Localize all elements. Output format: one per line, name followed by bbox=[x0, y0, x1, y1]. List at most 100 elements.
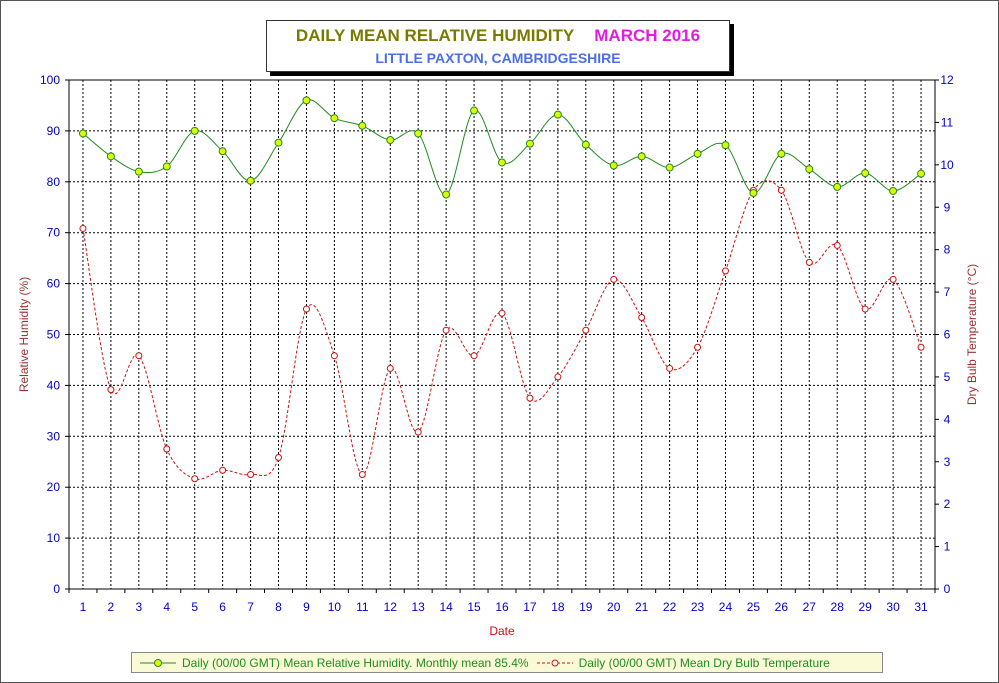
right-tick-label: 2 bbox=[944, 497, 951, 511]
temperature-point bbox=[302, 305, 310, 313]
humidity-point bbox=[693, 149, 702, 158]
x-tick-label: 8 bbox=[275, 600, 282, 614]
x-tick-label: 19 bbox=[579, 600, 593, 614]
x-tick-label: 28 bbox=[831, 600, 845, 614]
x-tick-label: 4 bbox=[163, 600, 170, 614]
humidity-point bbox=[106, 152, 115, 161]
temperature-point bbox=[498, 309, 506, 317]
temperature-point bbox=[247, 470, 255, 478]
humidity-point bbox=[218, 147, 227, 156]
temperature-point bbox=[163, 445, 171, 453]
left-tick-label: 30 bbox=[47, 429, 61, 443]
temperature-point bbox=[777, 186, 785, 194]
temperature-point bbox=[861, 305, 869, 313]
temperature-point bbox=[582, 326, 590, 334]
humidity-point bbox=[833, 182, 842, 191]
humidity-point bbox=[498, 158, 506, 167]
humidity-point bbox=[246, 176, 255, 185]
chart-title: DAILY MEAN RELATIVE HUMIDITY MARCH 2016 bbox=[267, 26, 729, 46]
temperature-point bbox=[135, 352, 143, 360]
temperature-point bbox=[358, 470, 366, 478]
left-tick-label: 90 bbox=[47, 124, 61, 138]
left-tick-label: 0 bbox=[53, 582, 60, 596]
temperature-point bbox=[219, 466, 227, 474]
x-tick-label: 11 bbox=[356, 600, 369, 614]
x-tick-label: 31 bbox=[914, 600, 928, 614]
x-tick-label: 9 bbox=[303, 600, 310, 614]
x-tick-label: 21 bbox=[635, 600, 649, 614]
left-tick-label: 10 bbox=[47, 531, 61, 545]
x-tick-label: 26 bbox=[775, 600, 789, 614]
temperature-point bbox=[470, 352, 478, 360]
x-tick-label: 13 bbox=[412, 600, 426, 614]
right-tick-label: 12 bbox=[940, 73, 954, 87]
right-tick-label: 0 bbox=[944, 582, 951, 596]
left-tick-label: 40 bbox=[47, 378, 61, 392]
x-tick-label: 22 bbox=[663, 600, 677, 614]
humidity-point bbox=[274, 138, 283, 147]
temperature-point bbox=[526, 394, 534, 402]
temperature-point bbox=[694, 343, 702, 351]
right-tick-label: 11 bbox=[941, 115, 954, 129]
humidity-point bbox=[525, 139, 534, 148]
right-tick-label: 7 bbox=[944, 285, 951, 299]
temperature-point bbox=[610, 275, 618, 283]
x-tick-label: 10 bbox=[328, 600, 342, 614]
legend-humidity-symbol bbox=[138, 657, 178, 669]
temperature-point bbox=[638, 314, 646, 322]
temperature-point bbox=[666, 364, 674, 372]
humidity-point bbox=[749, 188, 758, 197]
right-tick-label: 8 bbox=[944, 243, 951, 257]
right-tick-label: 9 bbox=[944, 200, 951, 214]
humidity-point bbox=[414, 129, 423, 138]
humidity-point bbox=[553, 110, 562, 119]
humidity-point bbox=[637, 152, 646, 161]
x-tick-label: 23 bbox=[691, 600, 705, 614]
humidity-point bbox=[721, 141, 730, 150]
temperature-point bbox=[275, 454, 283, 462]
x-tick-label: 5 bbox=[191, 600, 198, 614]
chart-subtitle: LITTLE PAXTON, CAMBRIDGESHIRE bbox=[375, 50, 621, 66]
right-tick-label: 10 bbox=[940, 158, 954, 172]
humidity-point bbox=[581, 140, 590, 149]
x-tick-label: 16 bbox=[495, 600, 509, 614]
x-tick-label: 27 bbox=[803, 600, 817, 614]
y-axis-title-left: Relative Humidity (%) bbox=[17, 277, 31, 392]
title-month: MARCH 2016 bbox=[594, 26, 701, 45]
x-tick-label: 25 bbox=[747, 600, 761, 614]
humidity-point bbox=[302, 96, 311, 105]
temperature-point bbox=[889, 275, 897, 283]
right-tick-label: 6 bbox=[944, 328, 951, 342]
left-tick-label: 70 bbox=[47, 226, 61, 240]
x-axis-title: Date bbox=[489, 624, 515, 638]
left-tick-label: 50 bbox=[47, 328, 61, 342]
x-tick-label: 20 bbox=[607, 600, 621, 614]
temperature-point bbox=[805, 258, 813, 266]
humidity-point bbox=[889, 186, 898, 195]
temperature-point bbox=[554, 373, 562, 381]
x-tick-label: 15 bbox=[467, 600, 481, 614]
title-main: DAILY MEAN RELATIVE HUMIDITY bbox=[295, 26, 575, 45]
humidity-point bbox=[861, 169, 870, 178]
right-tick-label: 4 bbox=[944, 412, 951, 426]
temperature-point bbox=[330, 352, 338, 360]
humidity-point bbox=[190, 126, 199, 135]
x-tick-label: 6 bbox=[219, 600, 226, 614]
humidity-point bbox=[134, 167, 143, 176]
left-tick-label: 100 bbox=[40, 73, 60, 87]
temperature-point bbox=[721, 267, 729, 275]
temperature-point bbox=[414, 428, 422, 436]
humidity-point bbox=[665, 163, 674, 172]
right-tick-label: 1 bbox=[944, 540, 951, 554]
temperature-point bbox=[833, 241, 841, 249]
left-tick-label: 60 bbox=[47, 277, 61, 291]
humidity-point bbox=[442, 190, 451, 199]
title-box: DAILY MEAN RELATIVE HUMIDITY MARCH 2016 L… bbox=[266, 20, 730, 72]
humidity-point bbox=[386, 136, 395, 145]
humidity-point bbox=[162, 162, 171, 171]
temperature-point bbox=[107, 386, 115, 394]
left-tick-label: 80 bbox=[47, 175, 61, 189]
x-tick-label: 7 bbox=[247, 600, 254, 614]
temperature-point bbox=[191, 475, 199, 483]
